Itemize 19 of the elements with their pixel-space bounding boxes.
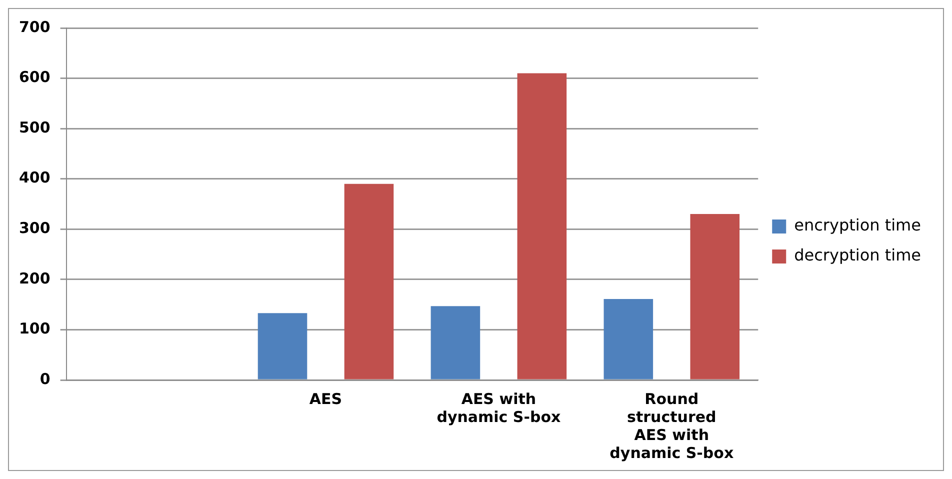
bar <box>258 313 308 380</box>
x-tick-label: AES with dynamic S-box <box>436 390 561 426</box>
x-tick-label: AES <box>309 390 342 408</box>
legend-label: encryption time <box>794 216 921 235</box>
y-tick-label: 300 <box>19 219 50 238</box>
y-tick-label: 400 <box>19 168 50 187</box>
y-tick-label: 100 <box>19 320 50 338</box>
x-tick-label: Round structured AES with dynamic S-box <box>610 390 734 462</box>
y-tick-label: 200 <box>19 269 50 288</box>
bar <box>690 214 740 380</box>
bar <box>344 184 394 380</box>
y-tick-label: 700 <box>19 18 50 36</box>
legend-label: decryption time <box>794 246 922 265</box>
bar <box>430 306 480 380</box>
bar <box>604 299 654 380</box>
y-tick-label: 500 <box>19 118 50 136</box>
bar <box>517 73 567 380</box>
y-tick-label: 600 <box>19 68 50 86</box>
y-tick-label: 0 <box>40 370 50 388</box>
